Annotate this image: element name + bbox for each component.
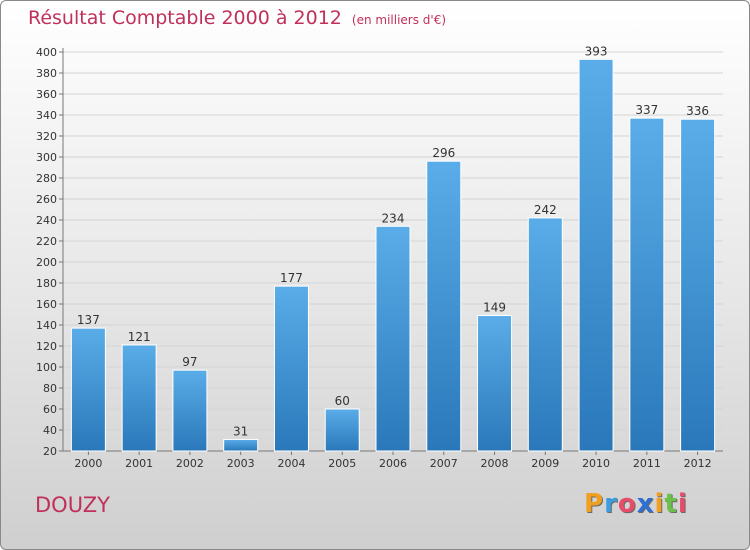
bar-2012: [680, 118, 716, 452]
y-tick-label: 40: [43, 424, 57, 437]
bar-2002: [172, 369, 208, 452]
y-tick-label: 280: [36, 172, 57, 185]
x-tick-label-2012: 2012: [684, 457, 712, 470]
x-tick-label-2001: 2001: [125, 457, 153, 470]
data-label-2002: 97: [182, 355, 197, 369]
x-tick-label-2003: 2003: [227, 457, 255, 470]
x-tick-label-2006: 2006: [379, 457, 407, 470]
logo-letter: t: [664, 489, 678, 519]
logo-letter: o: [617, 489, 637, 519]
logo-letter: i: [654, 489, 665, 519]
data-label-2005: 60: [335, 394, 350, 408]
logo-letter: i: [677, 489, 688, 519]
data-label-2011: 337: [635, 103, 658, 117]
x-tick-label-2007: 2007: [430, 457, 458, 470]
bar-2008: [477, 315, 513, 452]
data-label-2010: 393: [585, 44, 608, 58]
bar-2004: [273, 285, 309, 452]
proxiti-logo: Proxiti: [584, 489, 688, 519]
y-tick-label: 340: [36, 109, 57, 122]
data-label-2000: 137: [77, 313, 100, 327]
bar-2000: [70, 327, 106, 452]
y-tick-label: 300: [36, 151, 57, 164]
bar-2011: [629, 117, 665, 452]
y-tick-label: 60: [43, 403, 57, 416]
labels: 20 40 60 80 100 120 140 160 180 200 220 240 260 280 30…: [36, 44, 712, 470]
y-tick-label: 320: [36, 130, 57, 143]
x-tick-label-2000: 2000: [74, 457, 102, 470]
logo-letter: P: [584, 489, 605, 519]
y-tick-label: 100: [36, 361, 57, 374]
x-tick-label-2010: 2010: [582, 457, 610, 470]
x-tick-label-2002: 2002: [176, 457, 204, 470]
chart-title: Résultat Comptable 2000 à 2012 (en millie…: [28, 7, 446, 29]
bars: [70, 58, 716, 452]
logo-letter: r: [604, 489, 618, 519]
bar-2006: [375, 225, 411, 452]
data-label-2007: 296: [432, 146, 455, 160]
x-tick-label-2009: 2009: [531, 457, 559, 470]
bar-2007: [426, 160, 462, 452]
y-tick-label: 200: [36, 256, 57, 269]
data-label-2001: 121: [128, 330, 151, 344]
bar-2005: [324, 408, 360, 452]
chart-subtitle: (en milliers d'€): [351, 13, 447, 27]
y-tick-label: 380: [36, 67, 57, 80]
chart-title-text: Résultat Comptable 2000 à 2012: [28, 7, 342, 29]
y-tick-label: 220: [36, 235, 57, 248]
bar-2003: [223, 438, 259, 452]
bar-2001: [121, 344, 157, 452]
data-label-2006: 234: [382, 211, 405, 225]
data-label-2008: 149: [483, 301, 506, 315]
x-tick-label-2008: 2008: [481, 457, 509, 470]
bar-2010: [578, 58, 614, 452]
data-label-2004: 177: [280, 271, 303, 285]
x-tick-label-2011: 2011: [633, 457, 661, 470]
x-tick-label-2005: 2005: [328, 457, 356, 470]
y-tick-label: 400: [36, 46, 57, 59]
y-tick-label: 20: [43, 445, 57, 458]
y-tick-label: 160: [36, 298, 57, 311]
data-label-2012: 336: [686, 104, 709, 118]
y-tick-label: 260: [36, 193, 57, 206]
y-tick-label: 180: [36, 277, 57, 290]
logo-letter: x: [636, 489, 655, 519]
y-tick-label: 140: [36, 319, 57, 332]
city-name: DOUZY: [35, 493, 110, 517]
bar-2009: [527, 217, 563, 452]
x-tick-label-2004: 2004: [277, 457, 305, 470]
y-tick-label: 240: [36, 214, 57, 227]
y-tick-label: 120: [36, 340, 57, 353]
y-tick-label: 360: [36, 88, 57, 101]
data-label-2009: 242: [534, 203, 557, 217]
data-label-2003: 31: [233, 424, 248, 438]
y-tick-label: 80: [43, 382, 57, 395]
